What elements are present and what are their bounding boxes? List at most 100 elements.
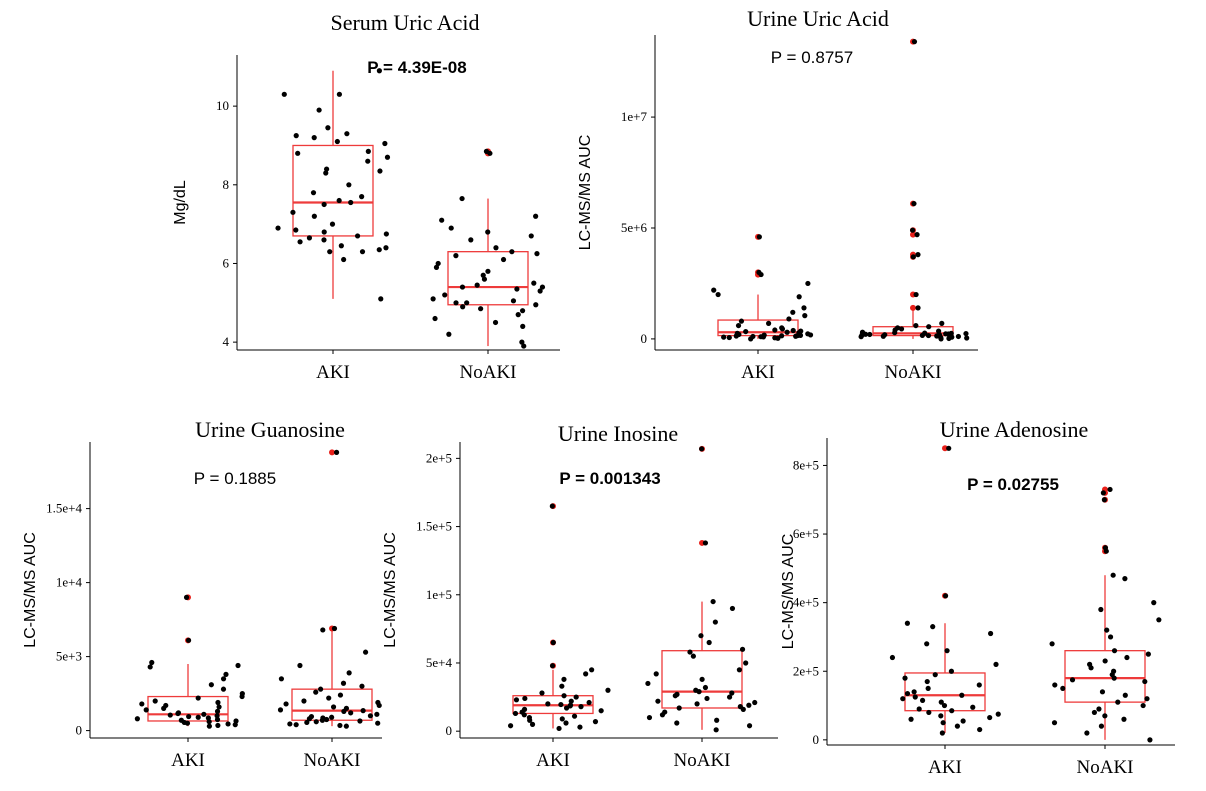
data-point — [904, 620, 911, 626]
data-point — [220, 686, 227, 692]
data-point — [520, 323, 526, 329]
data-point — [880, 333, 886, 339]
data-point — [485, 229, 491, 235]
data-point — [959, 692, 965, 698]
data-point — [926, 709, 932, 716]
data-point — [1111, 648, 1118, 654]
data-point — [323, 170, 329, 176]
data-point — [333, 449, 340, 455]
y-axis-label: LC-MS/MS AUC — [382, 532, 399, 648]
data-point — [915, 305, 921, 311]
data-point — [558, 701, 564, 708]
data-point — [474, 282, 480, 288]
data-point — [453, 300, 459, 306]
data-point — [712, 619, 718, 625]
data-point — [336, 91, 343, 97]
data-point — [359, 683, 365, 689]
data-point — [185, 637, 192, 643]
data-point — [432, 315, 438, 322]
data-point — [1069, 677, 1076, 683]
data-point — [908, 716, 914, 722]
data-point — [507, 723, 514, 729]
data-point — [500, 256, 507, 263]
data-point — [987, 630, 994, 637]
data-point — [481, 276, 488, 282]
data-point — [867, 331, 873, 338]
data-point — [492, 319, 499, 326]
y-axis-label: LC-MS/MS AUC — [577, 135, 594, 251]
group-noaki: NoAKI — [430, 148, 546, 383]
data-point — [898, 326, 905, 332]
data-point — [653, 671, 659, 677]
data-point — [439, 217, 445, 223]
x-category-label: AKI — [171, 750, 205, 771]
y-tick-label: 1e+5 — [426, 587, 452, 602]
data-point — [362, 649, 369, 655]
data-point — [313, 719, 319, 725]
y-tick-label: 2e+5 — [426, 450, 452, 465]
data-point — [710, 598, 716, 605]
data-point — [919, 697, 926, 704]
data-point — [1084, 730, 1090, 736]
data-point — [340, 680, 347, 686]
p-value-label: P = 4.39E-08 — [367, 58, 466, 77]
data-point — [214, 716, 221, 723]
data-point — [807, 332, 814, 338]
data-point — [913, 322, 919, 329]
data-point — [549, 663, 556, 669]
data-point — [583, 671, 589, 677]
data-point — [1111, 675, 1117, 681]
data-point — [715, 291, 721, 298]
data-point — [784, 329, 790, 335]
data-point — [326, 695, 332, 701]
data-point — [346, 182, 352, 188]
data-point — [359, 194, 365, 200]
p-value-label: P = 0.001343 — [559, 469, 660, 488]
data-point — [766, 320, 772, 326]
data-point — [310, 190, 317, 196]
data-point — [134, 716, 140, 722]
data-point — [329, 714, 335, 720]
data-point — [515, 312, 521, 318]
x-category-label: NoAKI — [460, 362, 517, 383]
data-point — [746, 723, 753, 729]
y-tick-label: 5e+6 — [621, 220, 648, 235]
data-point — [147, 664, 153, 670]
data-point — [1122, 692, 1128, 698]
data-point — [464, 300, 470, 306]
data-point — [1103, 548, 1109, 554]
data-point — [435, 260, 441, 267]
data-point — [946, 445, 952, 451]
data-point — [216, 704, 222, 710]
data-point — [1098, 723, 1105, 729]
data-point — [376, 702, 382, 709]
data-point — [690, 653, 696, 659]
data-point — [519, 339, 525, 345]
data-point — [225, 721, 231, 727]
iqr-box — [717, 319, 799, 337]
data-point — [459, 284, 466, 290]
y-tick-label: 5e+3 — [56, 649, 82, 664]
data-point — [796, 294, 802, 300]
data-point — [993, 661, 999, 667]
data-point — [1101, 497, 1107, 503]
data-point — [341, 708, 347, 714]
data-point — [346, 670, 352, 676]
x-category-label: NoAKI — [674, 750, 731, 771]
data-point — [223, 671, 229, 677]
data-point — [915, 252, 921, 258]
data-point — [711, 287, 717, 293]
data-point — [175, 710, 181, 717]
data-point — [938, 336, 944, 342]
data-point — [359, 249, 366, 255]
data-point — [892, 330, 898, 336]
y-tick-label: 10 — [216, 98, 229, 113]
data-point — [382, 140, 388, 147]
data-point — [1110, 572, 1116, 578]
data-point — [1107, 634, 1114, 640]
data-point — [726, 334, 732, 341]
data-point — [646, 714, 653, 721]
data-point — [739, 646, 746, 652]
data-point — [573, 694, 579, 700]
group-aki: AKI — [275, 68, 391, 383]
